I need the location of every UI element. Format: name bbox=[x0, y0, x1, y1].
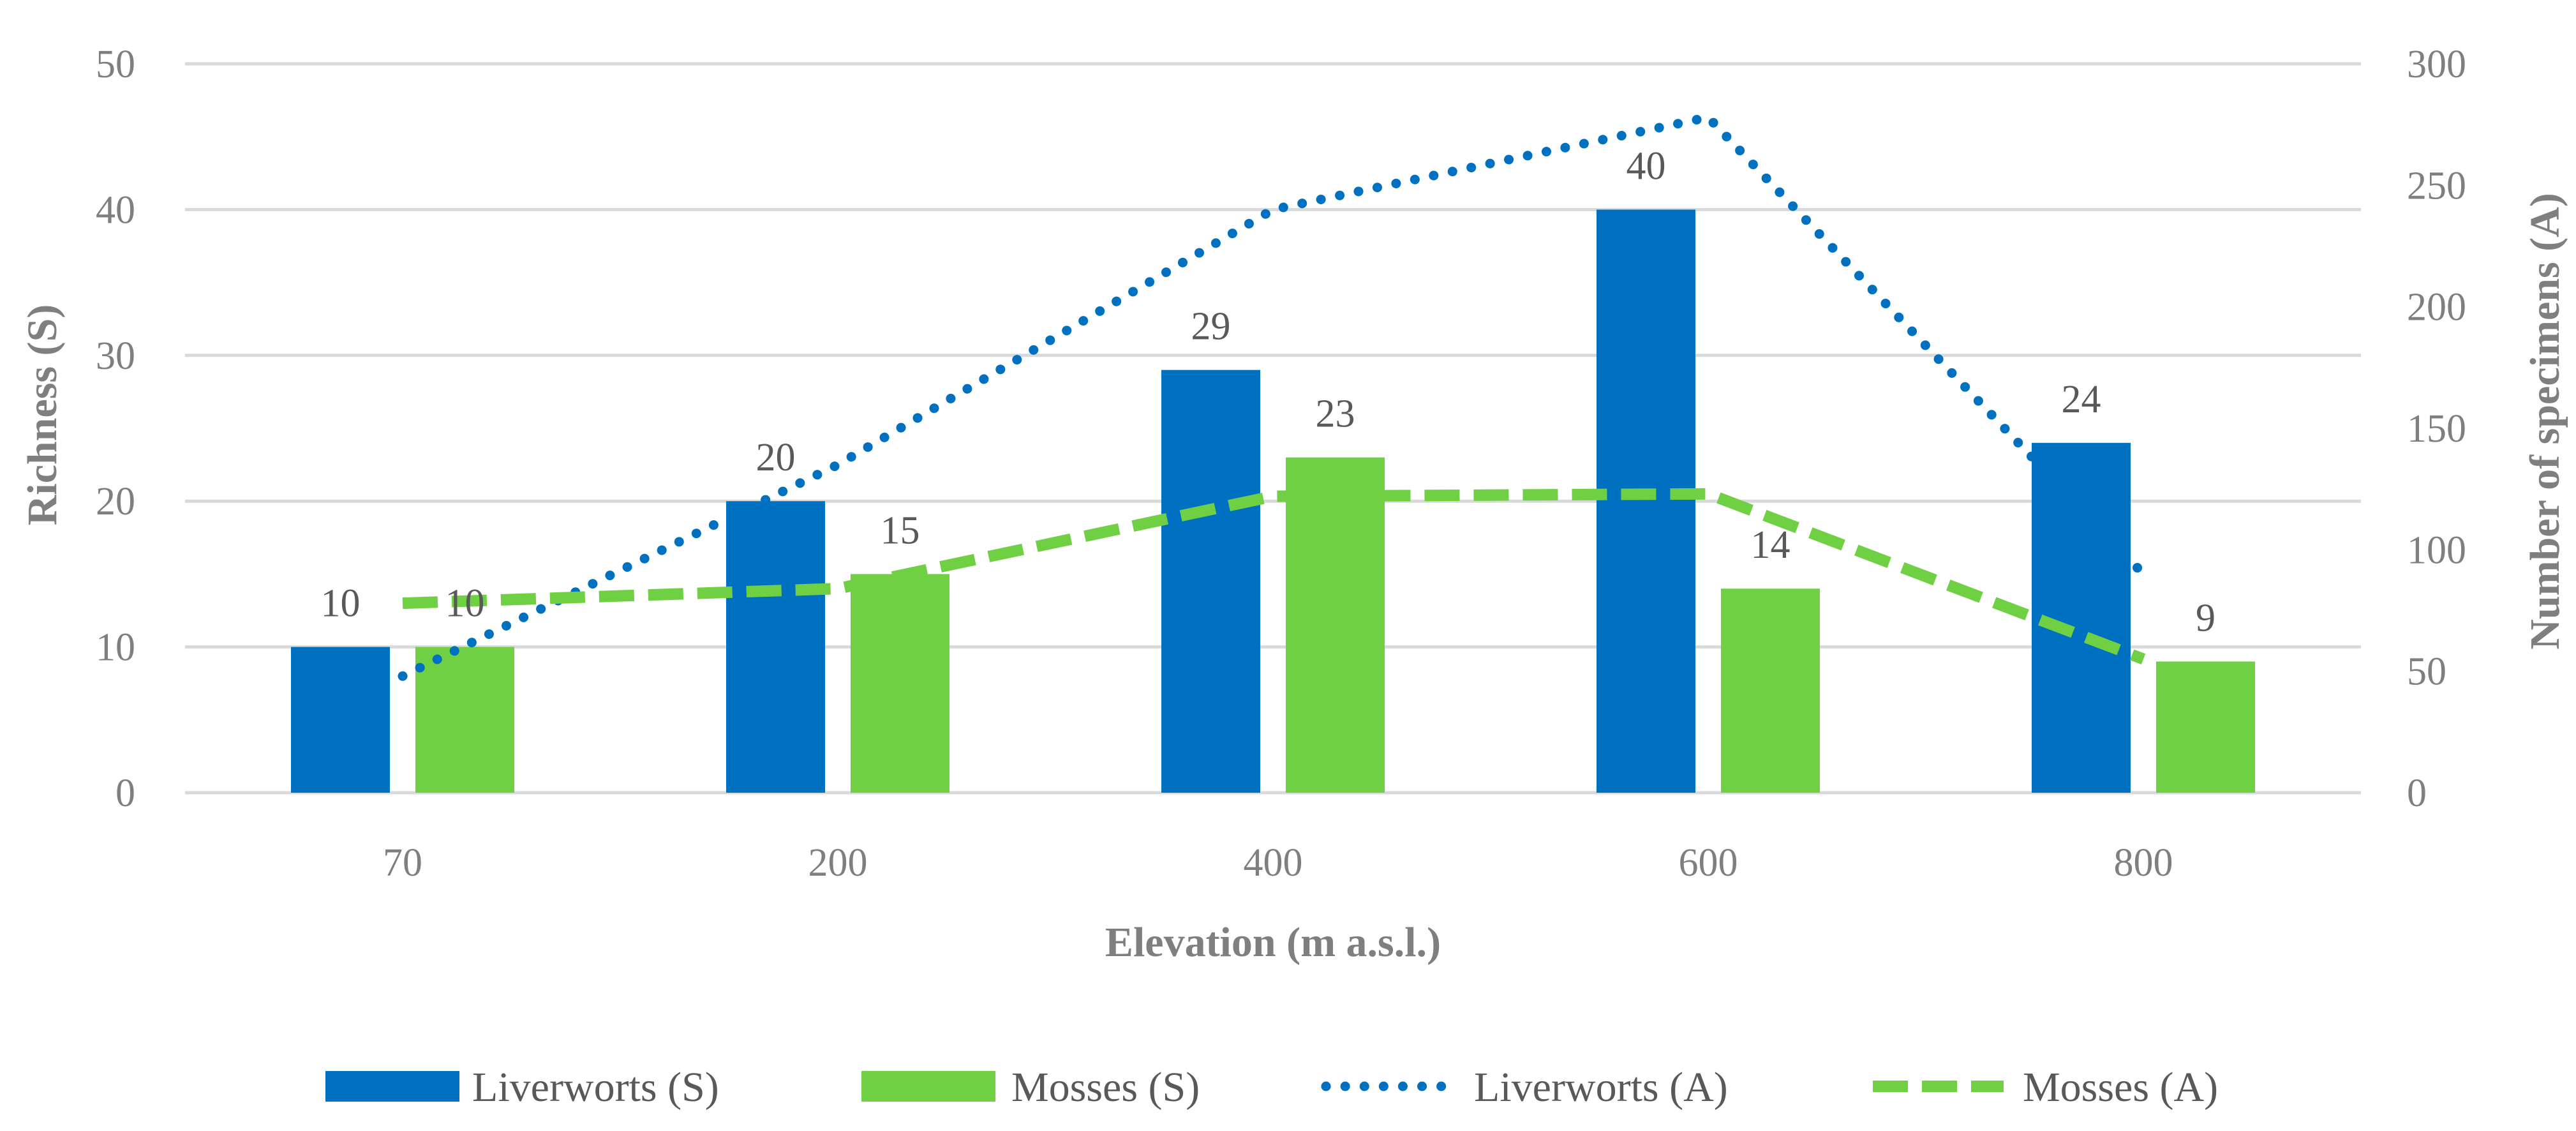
bar-liverworts-s-400 bbox=[1161, 370, 1260, 793]
y-tick-50: 50 bbox=[96, 43, 135, 86]
legend-label-liverworts-s: Liverworts (S) bbox=[472, 1064, 719, 1111]
y2-tick-250: 250 bbox=[2407, 164, 2466, 207]
bar-mosses-s-200 bbox=[851, 574, 949, 793]
data-label-liverworts-s-400: 29 bbox=[1191, 305, 1231, 348]
y-tick-20: 20 bbox=[96, 480, 135, 523]
legend-swatch-liverworts-s bbox=[325, 1071, 459, 1102]
line-mosses-a bbox=[402, 488, 2146, 665]
bar-mosses-s-600 bbox=[1721, 588, 1820, 793]
y2-axis-title: Number of specimens (A) bbox=[2522, 193, 2568, 650]
y-tick-0: 0 bbox=[115, 772, 135, 815]
legend-label-liverworts-a: Liverworts (A) bbox=[1474, 1064, 1728, 1111]
y-tick-30: 30 bbox=[96, 334, 135, 378]
bar-mosses-s-400 bbox=[1286, 457, 1385, 793]
legend-item-mosses-a: Mosses (A) bbox=[1873, 1064, 2218, 1111]
tick-labels: 0 10 20 30 40 50 0 50 100 150 200 250 300 70 200 400 600… bbox=[96, 43, 2466, 885]
legend-label-mosses-s: Mosses (S) bbox=[1011, 1064, 1200, 1111]
y2-tick-300: 300 bbox=[2407, 43, 2466, 86]
bars bbox=[291, 209, 2255, 793]
legend-item-liverworts-s: Liverworts (S) bbox=[325, 1064, 719, 1111]
x-tick-200: 200 bbox=[808, 841, 868, 885]
bar-mosses-s-800 bbox=[2156, 661, 2255, 793]
x-axis-title: Elevation (m a.s.l.) bbox=[1105, 919, 1441, 966]
data-label-mosses-s-800: 9 bbox=[2196, 596, 2215, 640]
bar-liverworts-s-600 bbox=[1597, 209, 1695, 793]
data-label-liverworts-s-800: 24 bbox=[2062, 378, 2101, 421]
x-tick-70: 70 bbox=[383, 841, 422, 885]
data-label-liverworts-s-70: 10 bbox=[321, 582, 361, 625]
data-label-mosses-s-200: 15 bbox=[881, 509, 920, 552]
y2-tick-50: 50 bbox=[2407, 650, 2446, 694]
y-tick-10: 10 bbox=[96, 626, 135, 670]
y2-tick-150: 150 bbox=[2407, 407, 2466, 451]
line-liverworts-a bbox=[398, 112, 2148, 681]
y2-tick-0: 0 bbox=[2407, 772, 2427, 815]
data-label-mosses-s-600: 14 bbox=[1751, 523, 1791, 567]
x-tick-400: 400 bbox=[1244, 841, 1303, 885]
data-label-liverworts-s-200: 20 bbox=[756, 436, 796, 479]
legend: Liverworts (S) Mosses (S) Liverworts (A)… bbox=[325, 1064, 2218, 1111]
lines bbox=[398, 112, 2148, 681]
legend-item-mosses-s: Mosses (S) bbox=[861, 1064, 1200, 1111]
y2-tick-200: 200 bbox=[2407, 286, 2466, 329]
y2-tick-100: 100 bbox=[2407, 528, 2466, 572]
data-label-mosses-s-400: 23 bbox=[1316, 393, 1355, 436]
legend-label-mosses-a: Mosses (A) bbox=[2023, 1064, 2218, 1111]
bar-mosses-s-70 bbox=[415, 647, 514, 793]
bar-liverworts-s-200 bbox=[726, 501, 825, 793]
gridlines bbox=[185, 62, 2361, 795]
data-label-liverworts-s-600: 40 bbox=[1627, 144, 1666, 188]
y-axis-title: Richness (S) bbox=[19, 304, 66, 526]
legend-item-liverworts-a: Liverworts (A) bbox=[1321, 1064, 1728, 1111]
data-labels: 10 20 29 40 24 10 15 23 14 9 bbox=[321, 144, 2216, 640]
legend-swatch-mosses-s bbox=[861, 1071, 995, 1102]
x-tick-800: 800 bbox=[2114, 841, 2173, 885]
bar-liverworts-s-70 bbox=[291, 647, 390, 793]
data-label-mosses-s-70: 10 bbox=[445, 582, 485, 625]
x-tick-600: 600 bbox=[1679, 841, 1738, 885]
y-tick-40: 40 bbox=[96, 188, 135, 232]
